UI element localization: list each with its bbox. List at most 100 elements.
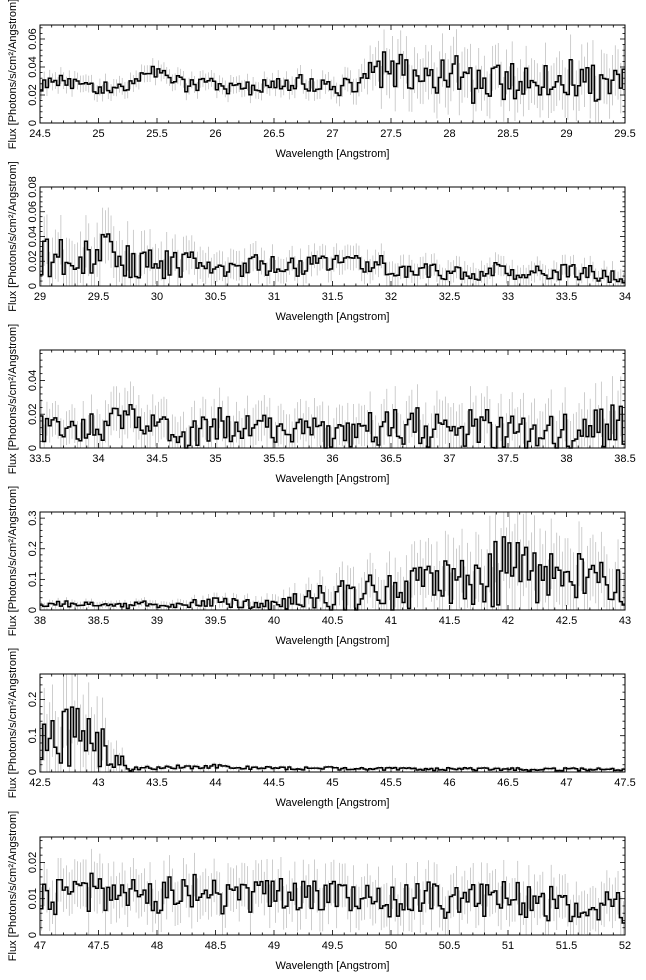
panel-2: 29 29.5 30 30.5 31 31.5 32 32.5 33 33.5 34 0 0.02 0.0… [7,161,631,323]
x-tick-label: 47.5 [88,940,109,952]
y-tick-label: 0.08 [27,176,39,197]
y-tick-label: 0.06 [27,28,39,49]
x-tick-label: 33.5 [556,291,577,303]
x-tick-label: 45 [326,777,338,789]
x-tick-label: 38.5 [614,453,635,465]
y-tick-label: 0.02 [27,852,39,873]
x-tick-label: 47 [560,777,572,789]
x-tick-label: 29 [34,291,46,303]
x-tick-label: 38 [560,453,572,465]
x-tick-label: 36 [326,453,338,465]
x-tick-label: 27.5 [380,128,401,140]
x-axis-title: Wavelength [Angstrom] [276,960,390,972]
x-tick-label: 26.5 [263,128,284,140]
y-tick-label: 0 [27,445,39,451]
x-tick-label: 32 [385,291,397,303]
x-tick-label: 51.5 [556,940,577,952]
y-axis-title: Flux [Photons/s/cm²/Angstrom] [7,324,19,474]
y-tick-label: 0 [27,283,39,289]
x-tick-label: 38.5 [88,615,109,627]
x-tick-label: 35.5 [263,453,284,465]
y-tick-label: 0.04 [27,370,39,391]
x-tick-label: 37 [443,453,455,465]
x-tick-label: 24.5 [29,128,50,140]
y-tick-label: 0.04 [27,56,39,77]
y-tick-label: 0.2 [27,541,39,556]
y-tick-label: 0.02 [27,403,39,424]
x-tick-label: 27 [326,128,338,140]
x-tick-label: 42.5 [29,777,50,789]
x-tick-label: 34.5 [146,453,167,465]
x-tick-label: 33 [502,291,514,303]
x-tick-label: 29.5 [614,128,635,140]
x-tick-label: 25.5 [146,128,167,140]
x-tick-label: 26 [209,128,221,140]
y-tick-label: 0 [27,932,39,938]
panel-6: 47 47.5 48 48.5 49 49.5 50 50.5 51 51.5 52 0 0.01 0.0… [7,811,631,972]
panel-1: 24.5 25 25.5 26 26.5 27 27.5 28 28.5 29 29.5 0 0.02 0… [7,0,636,160]
x-tick-label: 29 [560,128,572,140]
x-tick-label: 48 [151,940,163,952]
x-tick-label: 41 [385,615,397,627]
panel-5: 42.5 43 43.5 44 44.5 45 45.5 46 46.5 47 47.5 0 0.1 0.… [7,648,636,809]
flux-step-line [40,706,625,772]
flux-step-line [40,872,625,924]
x-axis-title: Wavelength [Angstrom] [276,311,390,323]
x-tick-label: 43 [92,777,104,789]
y-tick-label: 0.02 [27,251,39,272]
y-axis-title: Flux [Photons/s/cm²/Angstrom] [7,161,19,311]
x-tick-label: 44 [209,777,221,789]
x-tick-label: 50 [385,940,397,952]
x-tick-label: 33.5 [29,453,50,465]
y-tick-label: 0 [27,120,39,126]
x-axis-title: Wavelength [Angstrom] [276,148,390,160]
x-tick-label: 31 [268,291,280,303]
y-tick-label: 0.06 [27,201,39,222]
x-tick-label: 44.5 [263,777,284,789]
x-tick-label: 28 [443,128,455,140]
x-tick-label: 35 [209,453,221,465]
y-axis-title: Flux [Photons/s/cm²/Angstrom] [7,648,19,798]
x-tick-label: 43.5 [146,777,167,789]
x-tick-label: 37.5 [497,453,518,465]
x-axis-title: Wavelength [Angstrom] [276,635,390,647]
panel-4: 38 38.5 39 39.5 40 40.5 41 41.5 42 42.5 43 0 0.1 0.2 0… [7,486,631,647]
error-bars [41,674,624,772]
x-tick-label: 25 [92,128,104,140]
x-tick-label: 47.5 [614,777,635,789]
x-axis-title: Wavelength [Angstrom] [276,797,390,809]
x-tick-label: 32.5 [439,291,460,303]
error-bars [41,29,624,123]
x-tick-label: 51 [502,940,514,952]
flux-step-line [40,404,625,449]
x-tick-label: 30.5 [205,291,226,303]
x-tick-label: 49 [268,940,280,952]
y-tick-label: 0.01 [27,888,39,909]
y-tick-label: 0.1 [27,572,39,587]
flux-step-line [40,233,625,284]
x-tick-label: 40.5 [322,615,343,627]
x-tick-label: 31.5 [322,291,343,303]
x-tick-label: 42.5 [556,615,577,627]
x-tick-label: 49.5 [322,940,343,952]
x-tick-label: 39 [151,615,163,627]
y-tick-label: 0.02 [27,84,39,105]
x-tick-label: 52 [619,940,631,952]
y-axis-title: Flux [Photons/s/cm²/Angstrom] [7,811,19,961]
y-tick-label: 0.04 [27,226,39,247]
x-tick-label: 46.5 [497,777,518,789]
x-tick-label: 50.5 [439,940,460,952]
x-tick-label: 41.5 [439,615,460,627]
x-tick-label: 46 [443,777,455,789]
x-tick-label: 34 [619,291,631,303]
y-tick-label: 0.1 [27,728,39,743]
y-tick-label: 0.2 [27,692,39,707]
x-axis-title: Wavelength [Angstrom] [276,473,390,485]
y-axis-title: Flux [Photons/s/cm²/Angstrom] [7,486,19,636]
x-tick-label: 38 [34,615,46,627]
x-tick-label: 34 [92,453,104,465]
y-tick-label: 0 [27,607,39,613]
flux-step-line [40,51,625,104]
x-tick-label: 36.5 [380,453,401,465]
y-tick-label: 0.3 [27,510,39,525]
